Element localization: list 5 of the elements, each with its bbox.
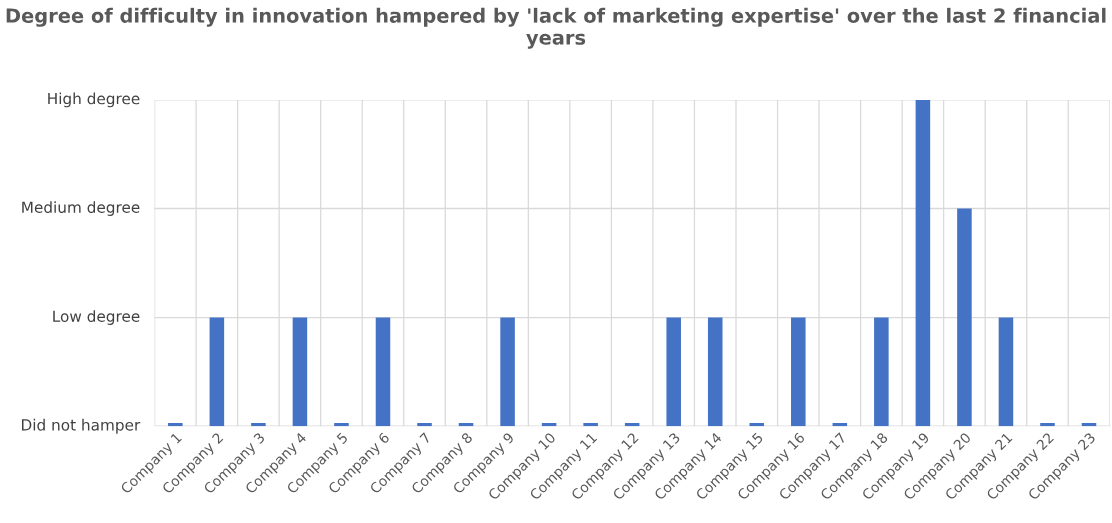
ref-line-label: Low degree: [53, 310, 140, 325]
ref-line-label: Medium degree: [22, 201, 140, 216]
ref-line-label: Did not hamper: [21, 418, 141, 434]
ref-line-label: High degree: [48, 92, 140, 108]
chart-title: Degree of difficulty in innovation hampered by 'lack of marketing expertise' over the last 2 financial years: [6, 7, 1106, 49]
